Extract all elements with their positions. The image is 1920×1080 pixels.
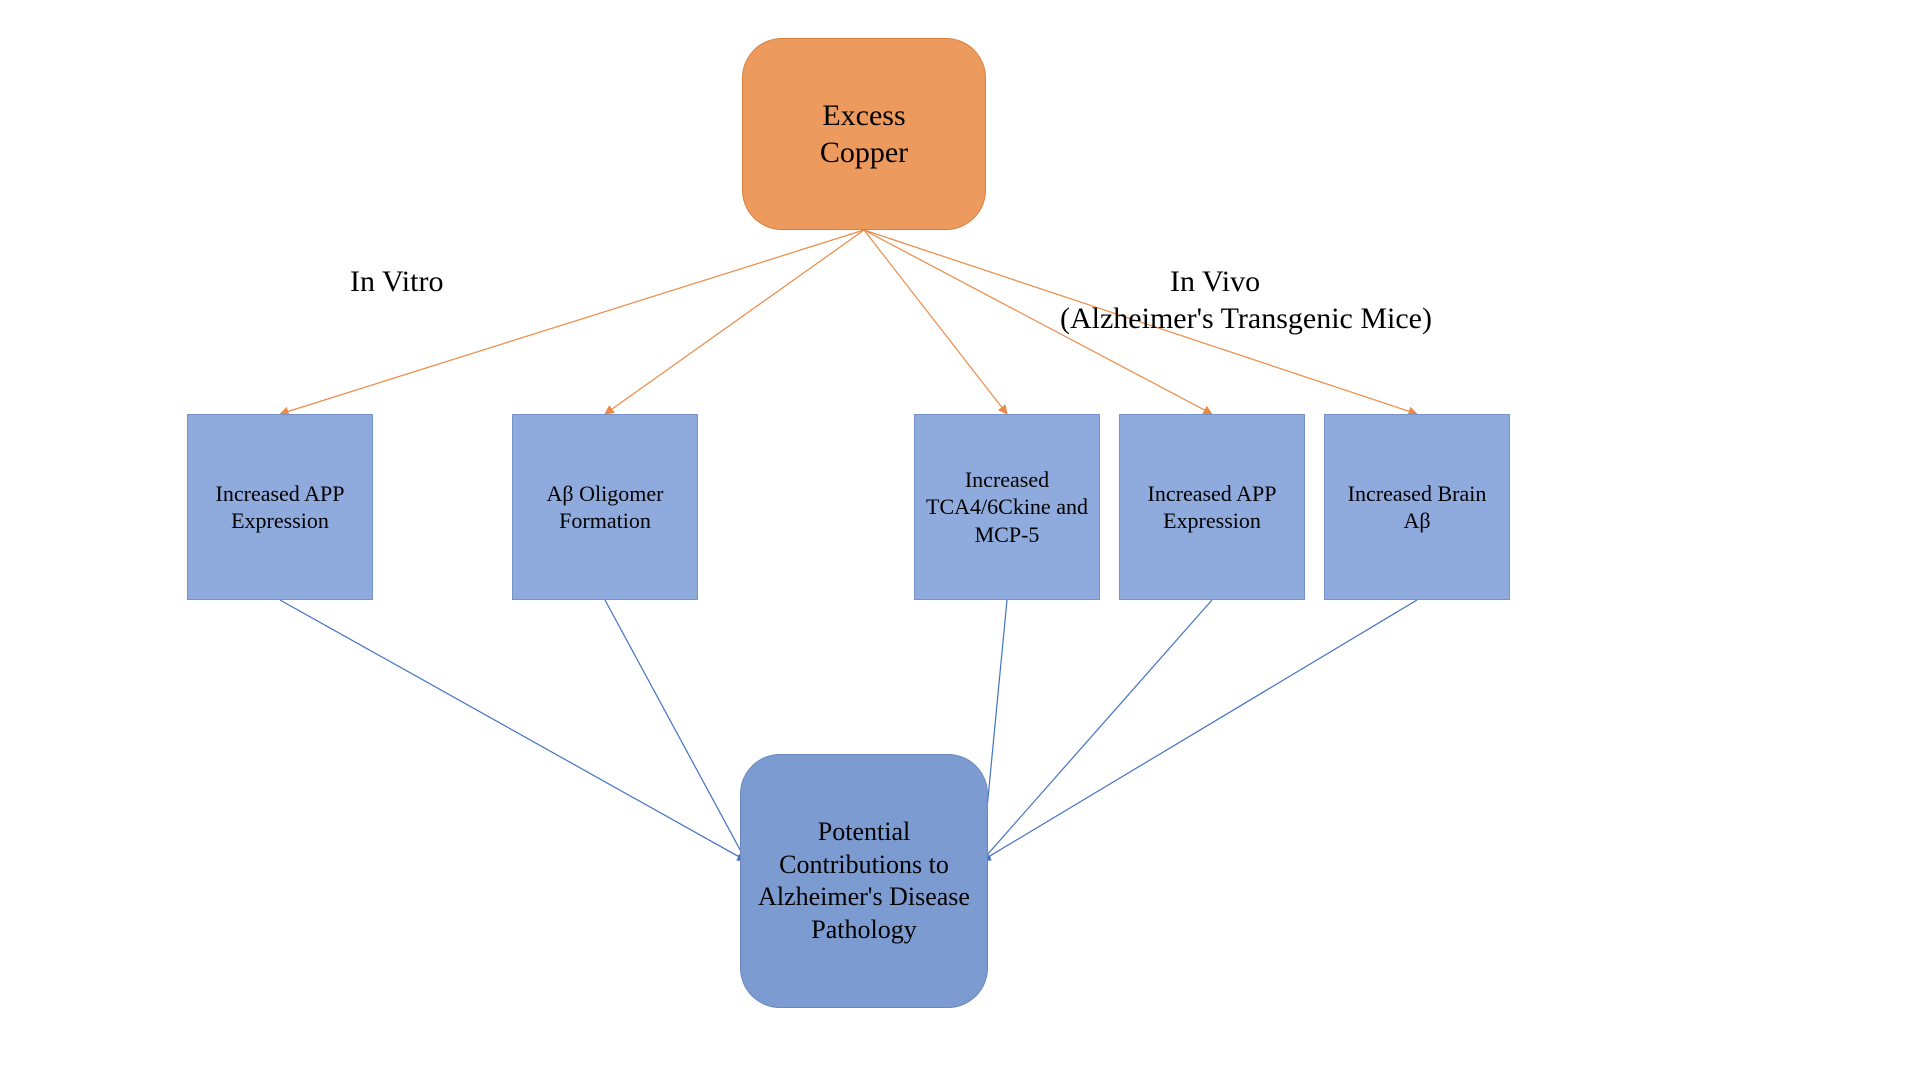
label-in-vitro: In Vitro	[350, 265, 443, 299]
edge	[280, 600, 746, 861]
node-label: Aβ Oligomer Formation	[523, 480, 687, 535]
edge	[982, 600, 1212, 861]
node-potential-contributions: Potential Contributions to Alzheimer's D…	[740, 754, 988, 1008]
label-text: (Alzheimer's Transgenic Mice)	[1060, 302, 1432, 335]
node-tca4-mcp5: Increased TCA4/6Ckine and MCP-5	[914, 414, 1100, 600]
label-in-vivo-line2: (Alzheimer's Transgenic Mice)	[1060, 302, 1432, 336]
node-label: Increased Brain Aβ	[1335, 480, 1499, 535]
node-increased-brain-ab: Increased Brain Aβ	[1324, 414, 1510, 600]
node-label: Increased TCA4/6Ckine and MCP-5	[925, 466, 1089, 549]
edge	[605, 600, 746, 861]
node-label: Potential Contributions to Alzheimer's D…	[751, 816, 977, 946]
edge	[982, 600, 1417, 861]
node-label: Excess Copper	[820, 97, 908, 172]
flowchart-canvas: Excess Copper Increased APP Expression A…	[0, 0, 1920, 1080]
node-excess-copper: Excess Copper	[742, 38, 986, 230]
edge	[280, 230, 864, 414]
edge	[864, 230, 1007, 414]
node-increased-app-vitro: Increased APP Expression	[187, 414, 373, 600]
label-in-vivo-line1: In Vivo	[1170, 265, 1260, 299]
node-label: Increased APP Expression	[1130, 480, 1294, 535]
label-text: In Vivo	[1170, 265, 1260, 298]
node-increased-app-vivo: Increased APP Expression	[1119, 414, 1305, 600]
node-label: Increased APP Expression	[198, 480, 362, 535]
node-ab-oligomer: Aβ Oligomer Formation	[512, 414, 698, 600]
edge	[605, 230, 864, 414]
label-text: In Vitro	[350, 265, 443, 298]
